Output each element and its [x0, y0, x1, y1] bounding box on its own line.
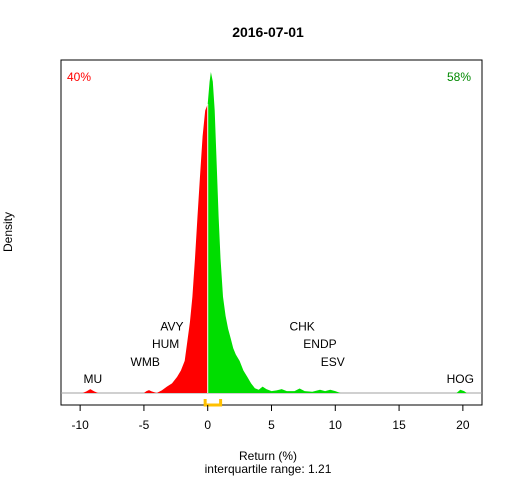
annotation-label: ESV: [321, 355, 345, 369]
annotation-label: WMB: [131, 355, 160, 369]
percent-positive: 58%: [447, 70, 471, 84]
x-tick-label: 5: [268, 418, 275, 432]
iqr-bracket: [203, 399, 223, 407]
annotation-label: HUM: [152, 337, 179, 351]
x-tick-label: 0: [204, 418, 211, 432]
annotation-label: HOG: [447, 372, 474, 386]
x-tick-label: -10: [71, 418, 89, 432]
density-positive: [207, 72, 467, 393]
x-axis-label: Return (%): [239, 449, 297, 463]
annotation-label: ENDP: [303, 337, 336, 351]
y-axis-label: Density: [1, 212, 15, 252]
plot-area: -10 -5 0 5 10 15 20 MU WMB HUM AVY CHK ENDP ESV HOG: [60, 59, 483, 432]
iqr-caption: interquartile range: 1.21: [205, 462, 332, 476]
chart-title: 2016-07-01: [232, 24, 304, 40]
x-tick-label: 20: [456, 418, 470, 432]
density-negative: [82, 104, 208, 393]
x-tick-label: 15: [392, 418, 406, 432]
annotation-label: AVY: [160, 320, 183, 334]
annotation-label: MU: [84, 372, 103, 386]
plot-frame: [60, 59, 483, 406]
percent-negative: 40%: [67, 70, 91, 84]
annotation-label: CHK: [289, 320, 314, 334]
x-tick-label: -5: [139, 418, 150, 432]
x-tick-label: 10: [329, 418, 343, 432]
